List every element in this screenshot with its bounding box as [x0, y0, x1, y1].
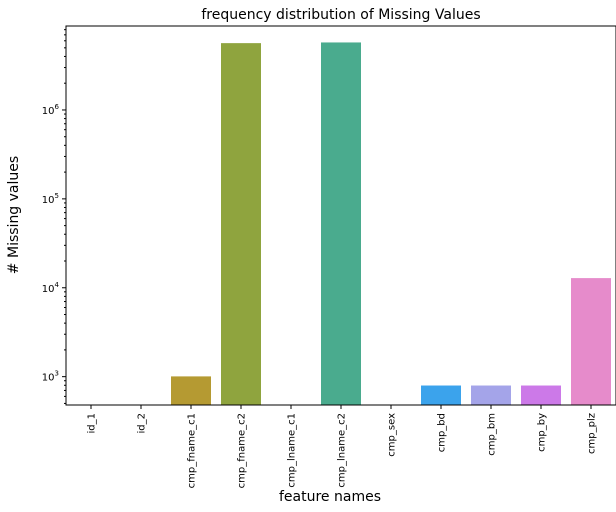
bar-cmp_lname_c2: [321, 42, 361, 405]
y-tick-label: 105: [42, 192, 59, 206]
x-tick-label: id_1: [87, 413, 98, 434]
bar-cmp_fname_c1: [171, 376, 211, 405]
bars: [171, 42, 611, 405]
y-tick-base: 10: [42, 284, 55, 295]
y-tick-exponent: 4: [55, 281, 60, 289]
x-tick-label: cmp_lname_c2: [337, 413, 348, 488]
y-tick-exponent: 5: [55, 192, 59, 200]
x-axis-label: feature names: [279, 489, 381, 505]
x-tick-label: cmp_plz: [587, 413, 598, 454]
x-tick-label: cmp_bd: [437, 413, 448, 452]
x-tick-label: cmp_fname_c2: [237, 413, 248, 488]
y-tick-label: 103: [42, 370, 59, 384]
bar-cmp_fname_c2: [221, 43, 261, 405]
y-tick-exponent: 3: [55, 370, 59, 378]
bar-cmp_plz: [571, 278, 611, 405]
bar-cmp_by: [521, 385, 561, 405]
y-tick-label: 106: [42, 103, 60, 117]
bar-cmp_bm: [471, 385, 511, 405]
y-tick-base: 10: [42, 106, 55, 117]
bar-cmp_bd: [421, 385, 461, 405]
x-tick-label: cmp_lname_c1: [287, 413, 298, 488]
y-tick-base: 10: [42, 195, 55, 206]
x-tick-label: cmp_bm: [487, 413, 498, 456]
x-tick-label: cmp_fname_c1: [187, 413, 198, 488]
x-tick-label: id_2: [137, 413, 148, 434]
x-axis-ticks: id_1 id_2 cmp_fname_c1 cmp_fname_c2 cmp_lnam…: [87, 405, 598, 488]
x-tick-label: cmp_by: [537, 413, 548, 452]
x-tick-label: cmp_sex: [387, 413, 398, 457]
y-tick-base: 10: [42, 373, 55, 384]
chart-title: frequency distribution of Missing Values: [201, 7, 480, 23]
y-tick-label: 104: [42, 281, 60, 295]
y-tick-exponent: 6: [55, 103, 60, 111]
y-axis-label: # Missing values: [6, 156, 22, 274]
